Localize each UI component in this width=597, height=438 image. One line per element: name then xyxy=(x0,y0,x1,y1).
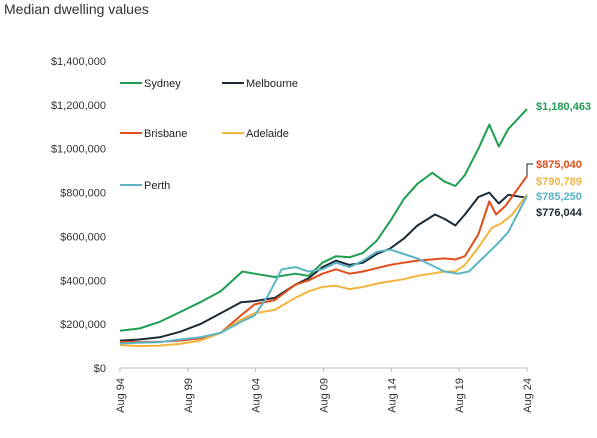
x-tick-label: Aug 99 xyxy=(183,378,195,413)
legend-label-perth: Perth xyxy=(144,180,170,192)
y-tick-label: $200,000 xyxy=(60,319,106,331)
y-tick-label: $1,400,000 xyxy=(51,56,106,68)
y-tick-label: $0 xyxy=(94,363,106,375)
x-tick-label: Aug 94 xyxy=(115,378,127,413)
y-tick-label: $800,000 xyxy=(60,188,106,200)
x-tick-label: Aug 14 xyxy=(386,378,398,413)
y-axis: $0 $200,000 $400,000 $600,000 $800,000 $1,000… xyxy=(51,56,106,375)
y-tick-label: $400,000 xyxy=(60,275,106,287)
series-line-perth xyxy=(119,195,528,345)
legend: Sydney Melbourne Brisbane Adelaide Perth xyxy=(120,78,298,192)
y-tick-label: $1,200,000 xyxy=(51,100,106,112)
end-label-leader xyxy=(526,163,533,177)
y-tick-label: $1,000,000 xyxy=(51,144,106,156)
x-tick-label: Aug 09 xyxy=(319,378,331,413)
end-label-adelaide: $790,789 xyxy=(536,176,582,188)
x-axis: Aug 94 Aug 99 Aug 04 Aug 09 Aug 14 Aug 19 Aug … xyxy=(115,367,534,413)
x-tick-label: Aug 24 xyxy=(522,378,534,413)
end-label-melbourne: $776,044 xyxy=(536,207,583,219)
series-line-brisbane xyxy=(119,175,528,344)
chart-title: Median dwelling values xyxy=(4,1,149,17)
series-line-sydney xyxy=(119,108,528,332)
series-line-adelaide xyxy=(119,194,528,348)
end-value-labels: $1,180,463 $776,044 $875,040 $790,789 $785,2… xyxy=(526,101,591,219)
legend-label-melbourne: Melbourne xyxy=(246,78,298,90)
series-lines xyxy=(119,108,528,348)
end-label-sydney: $1,180,463 xyxy=(536,101,591,113)
series-line-melbourne xyxy=(119,191,528,342)
y-tick-label: $600,000 xyxy=(60,231,106,243)
x-tick-label: Aug 04 xyxy=(251,378,263,413)
legend-label-sydney: Sydney xyxy=(144,78,181,90)
end-label-perth: $785,250 xyxy=(536,191,582,203)
legend-label-adelaide: Adelaide xyxy=(246,128,289,140)
legend-label-brisbane: Brisbane xyxy=(144,128,187,140)
x-tick-label: Aug 19 xyxy=(454,378,466,413)
end-label-brisbane: $875,040 xyxy=(536,159,582,171)
